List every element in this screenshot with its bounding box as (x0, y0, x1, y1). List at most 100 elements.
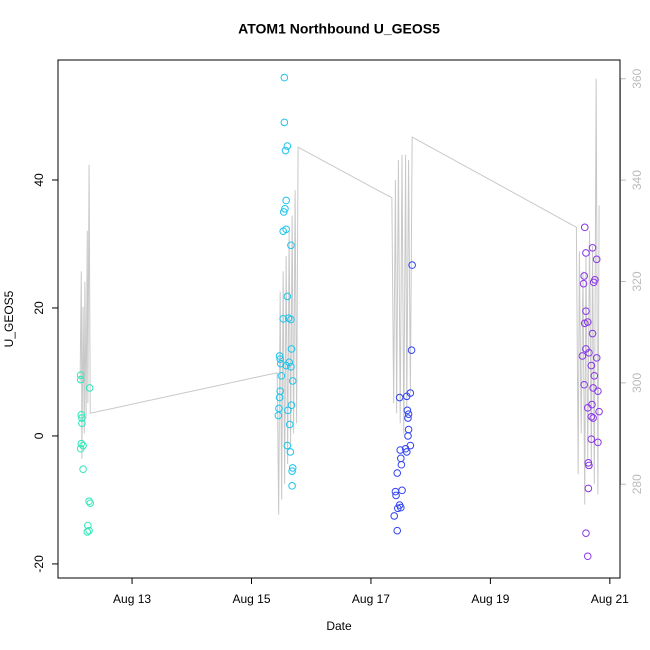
data-point (579, 279, 588, 288)
data-point (287, 345, 296, 353)
data-point (276, 359, 285, 368)
data-point (580, 380, 588, 389)
data-point (590, 371, 599, 380)
data-point (280, 118, 289, 127)
y-tick-label: 40 (32, 173, 46, 187)
data-point (403, 406, 412, 415)
data-point (287, 241, 295, 250)
data-point (583, 552, 592, 561)
data-point (402, 448, 411, 456)
data-point (395, 393, 404, 402)
data-point (76, 375, 85, 384)
data-point (79, 465, 87, 474)
data-point (585, 348, 593, 357)
data-point (583, 403, 592, 412)
data-point (288, 482, 296, 490)
data-point (595, 407, 603, 416)
data-point (83, 528, 92, 536)
data-point (408, 261, 416, 269)
y-tick-label: 0 (32, 432, 46, 439)
data-point (279, 227, 287, 235)
data-point (404, 410, 413, 418)
y2-tick-label: 280 (630, 474, 644, 494)
y2-tick-label: 340 (630, 170, 644, 190)
data-point (277, 371, 286, 380)
data-point (588, 329, 597, 338)
data-point (392, 491, 400, 500)
data-point (585, 461, 593, 470)
data-point (401, 444, 410, 453)
data-point (589, 278, 598, 287)
data-point (283, 142, 292, 150)
data-point (393, 469, 402, 477)
data-point (589, 414, 597, 422)
data-point (580, 272, 588, 280)
data-point (85, 526, 93, 535)
data-point (588, 244, 597, 252)
data-point (580, 319, 589, 328)
data-point (394, 504, 402, 513)
data-point (391, 487, 400, 496)
data-point (287, 363, 295, 371)
chart-title: ATOM1 Northbound U_GEOS5 (238, 21, 440, 37)
data-point (404, 432, 412, 440)
data-point (592, 255, 601, 264)
data-point (283, 292, 292, 301)
data-point (279, 208, 288, 216)
data-point (288, 467, 296, 475)
data-point (85, 384, 94, 392)
data-point (85, 497, 93, 506)
data-point (286, 448, 295, 456)
data-point (288, 464, 297, 472)
y2-tick-label: 360 (630, 68, 644, 88)
data-point (288, 377, 297, 385)
data-point (282, 361, 290, 370)
data-point (76, 371, 85, 379)
data-point (397, 460, 406, 469)
data-point (393, 526, 402, 535)
data-point (77, 439, 86, 448)
data-point (587, 361, 596, 370)
data-point (275, 352, 284, 360)
data-point (390, 512, 399, 520)
data-point (282, 196, 290, 205)
y-tick-label: -20 (32, 555, 46, 573)
data-point (86, 499, 95, 507)
data-point (402, 392, 411, 401)
data-point (78, 414, 86, 422)
data-point (582, 307, 590, 315)
data-point (578, 352, 587, 360)
data-point (582, 529, 590, 538)
data-point (274, 411, 283, 420)
data-point (77, 411, 86, 419)
plot-area: Aug 13 Aug 15 Aug 17 Aug 19 Aug 21 -20 0 20 40 28… (32, 68, 644, 606)
x-tick-label: Aug 13 (113, 592, 151, 606)
x-tick-label: Aug 21 (591, 592, 629, 606)
data-point (592, 354, 601, 362)
data-point (285, 420, 294, 429)
data-point (79, 441, 87, 450)
data-point (584, 484, 593, 493)
data-point (587, 435, 596, 443)
data-point (281, 146, 290, 155)
data-point (582, 249, 590, 257)
data-point (397, 503, 405, 512)
data-point (284, 406, 292, 415)
y-axis-label: U_GEOS5 (2, 290, 16, 347)
data-point (276, 355, 284, 363)
data-point (580, 223, 589, 232)
y2-tick-label: 320 (630, 271, 644, 291)
plot-frame (57, 59, 621, 579)
data-point (587, 412, 596, 421)
data-point (283, 441, 292, 450)
data-point (275, 393, 284, 402)
data-point (279, 315, 287, 323)
y-tick-label: 20 (32, 301, 46, 315)
data-point (404, 414, 412, 422)
x-tick-label: Aug 15 (232, 592, 270, 606)
data-point (281, 204, 289, 213)
x-tick-label: Aug 19 (471, 592, 509, 606)
x-axis-label: Date (326, 619, 352, 633)
